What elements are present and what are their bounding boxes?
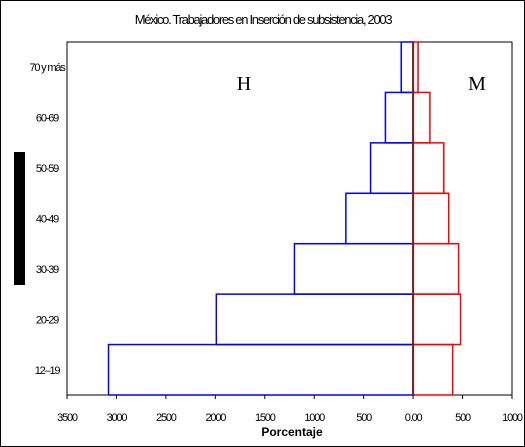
y-tick-label: 50-59 [36,163,59,175]
x-tick-label: 1000 [304,412,325,424]
series-label-h: H [237,73,251,95]
bar-m-4 [412,142,445,195]
x-tick-label: 3000 [107,412,128,424]
bar-m-3 [412,192,450,245]
x-axis-label: Porcentaje [261,425,323,439]
y-tick-label: 12–19 [35,365,61,377]
bar-h-5 [384,91,414,144]
bar-h-3 [345,192,414,245]
x-tick-label: 500 [455,412,471,424]
x-tick-label: 0.00 [405,412,423,424]
x-tick-label: 2000 [205,412,226,424]
bar-h-4 [369,142,414,195]
bar-h-1 [215,293,414,346]
y-tick-label: 40-49 [36,214,59,226]
x-tick-marks [66,395,513,399]
x-tick-label: 500 [356,412,372,424]
bar-m-5 [412,91,431,144]
plot-area [66,41,513,396]
y-tick-label: 70 y más [29,62,66,74]
x-tick-labels: 3500 3000 2500 2000 1500 1000 500 0.00 500 1000 [57,412,524,424]
y-tick-label: 30-39 [36,264,59,276]
x-tick-label: 1000 [502,412,523,424]
y-tick-label: 60-69 [36,113,59,125]
bar-h-2 [293,242,414,295]
bar-h-0 [107,343,414,396]
bar-m-0 [412,343,454,396]
bar-m-2 [412,242,460,295]
bar-h-6 [400,41,414,94]
y-tick-labels: 12–19 20-29 30-39 40-49 50-59 60-69 70 y más [29,62,67,377]
x-tick-label: 3500 [57,412,78,424]
bars-group [107,41,462,396]
y-tick-label: 20-29 [36,314,59,326]
black-side-bar [14,152,25,285]
plot-border [66,41,513,396]
x-tick-label: 1500 [255,412,276,424]
chart-title: México. Trabajadores en Inserción de sub… [135,12,393,27]
x-tick-label: 2500 [156,412,177,424]
series-label-m: M [468,73,486,95]
bar-m-1 [412,293,462,346]
